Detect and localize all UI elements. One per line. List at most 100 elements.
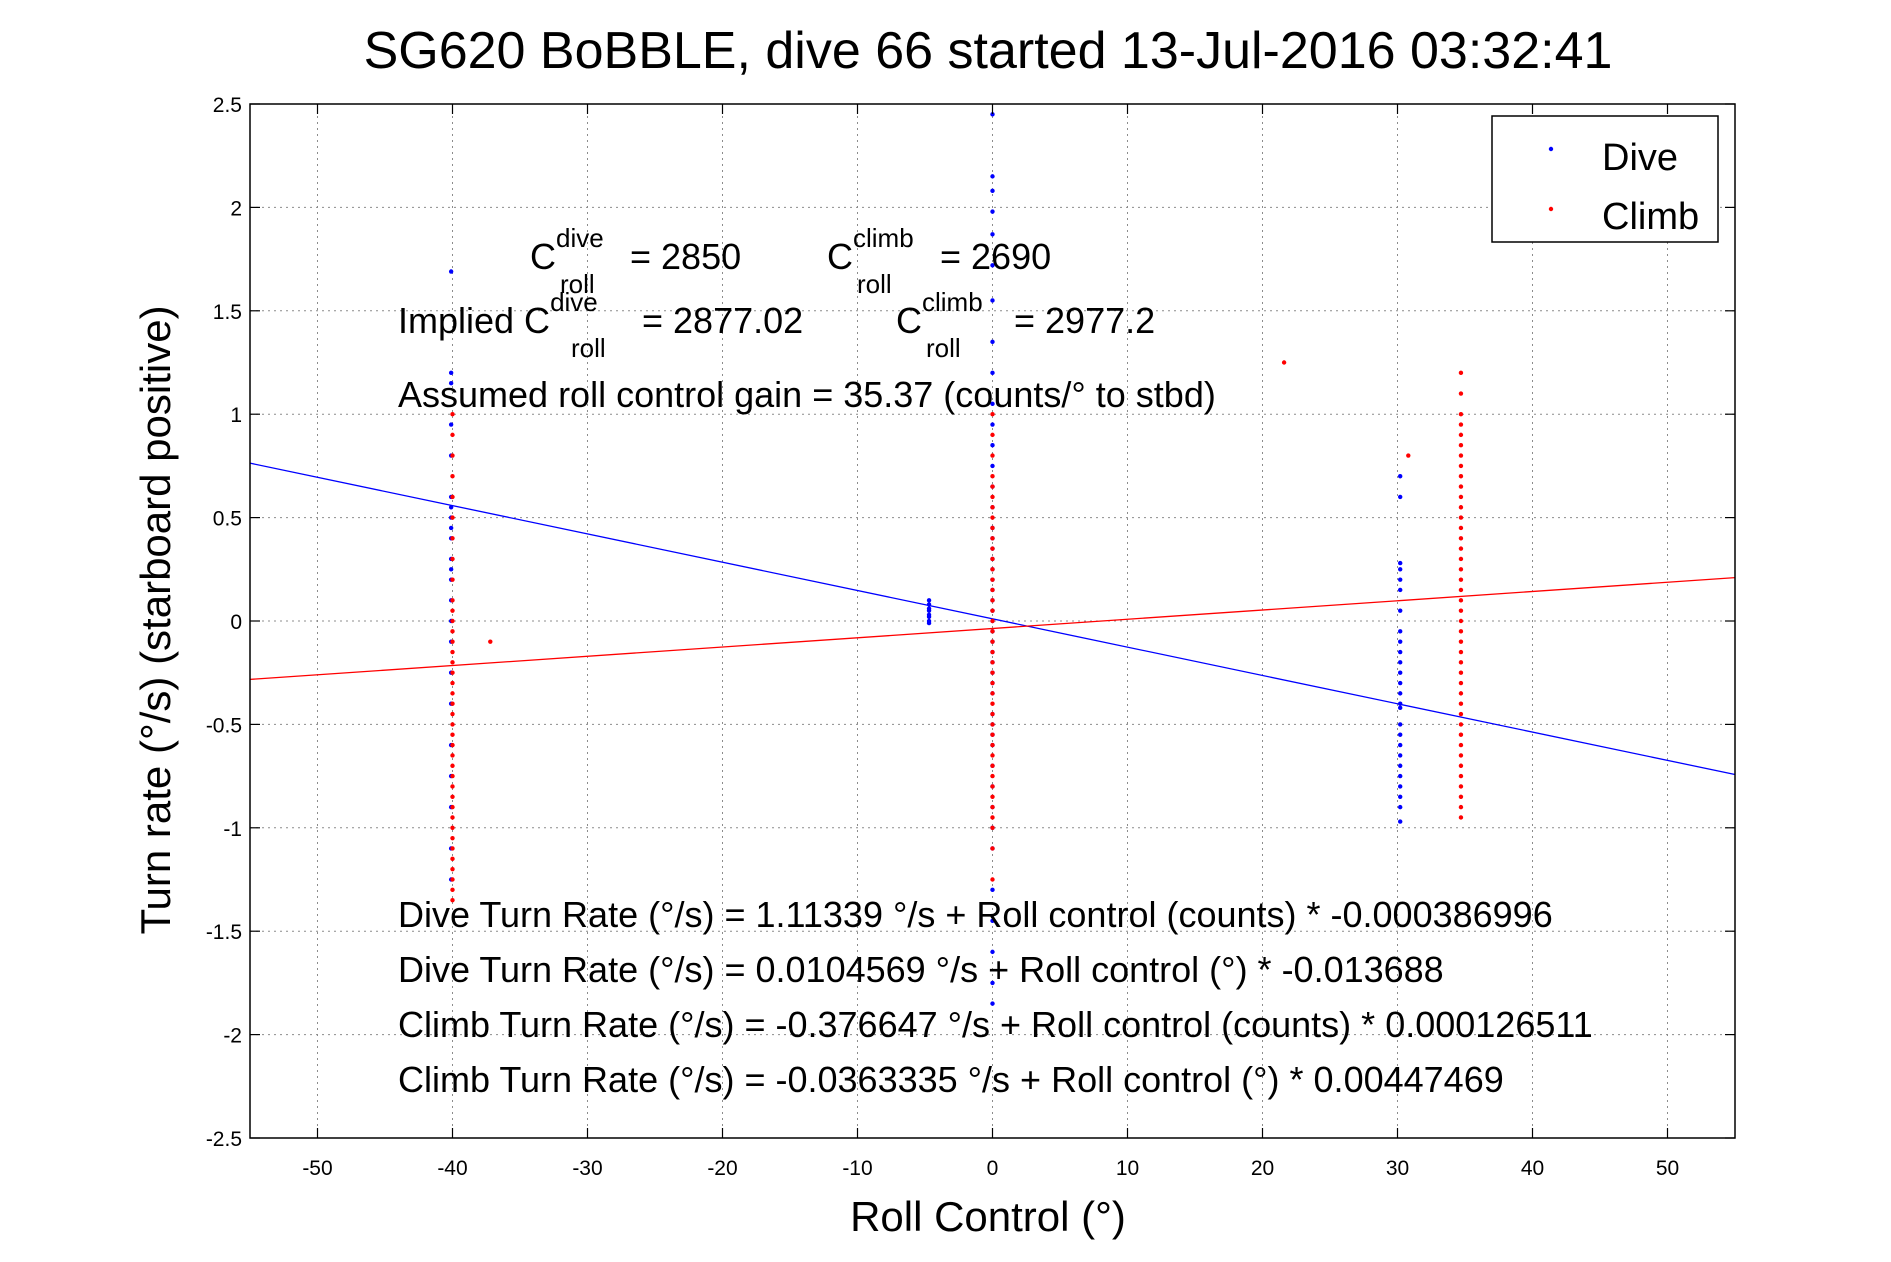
point-climb: [1458, 536, 1464, 541]
point-climb: [990, 608, 995, 613]
point-dive: [1398, 705, 1403, 711]
point-climb: [1458, 649, 1464, 655]
y-tick-label: 1.5: [213, 301, 242, 324]
x-tick-label: 40: [1521, 1157, 1544, 1180]
point-climb: [488, 639, 493, 644]
point-climb: [1458, 660, 1464, 665]
point-climb: [450, 711, 455, 717]
point-dive: [990, 887, 995, 893]
point-climb: [990, 680, 995, 686]
y-tick-label: 2: [230, 197, 242, 220]
point-climb: [990, 742, 995, 748]
annotation-implied-climb: Cclimb roll = 2977.2: [896, 287, 1155, 363]
x-tick-label: -30: [572, 1157, 602, 1180]
point-climb: [1458, 753, 1464, 758]
point-climb: [450, 618, 455, 624]
point-dive: [990, 232, 995, 237]
point-climb: [1458, 629, 1464, 634]
point-climb: [990, 722, 995, 727]
point-climb: [450, 701, 455, 706]
point-climb: [450, 866, 455, 872]
x-axis-label: Roll Control (°): [850, 1193, 1126, 1240]
c-dive-value: = 2850: [620, 236, 741, 277]
data-points: [448, 112, 1464, 1006]
point-climb: [450, 784, 455, 789]
fit-line-climb: [249, 576, 1736, 681]
point-climb: [1458, 412, 1464, 417]
implied-dive-prefix: Implied C: [398, 300, 550, 341]
c-climb-sub: roll: [857, 269, 892, 299]
legend-label-dive: Dive: [1602, 137, 1678, 179]
point-climb: [1458, 680, 1464, 686]
y-ticks: 2.5 2 1.5 1 0.5 0 -0.5 -1 -1.5 -2 -2.5: [206, 94, 1735, 1151]
point-climb: [1458, 815, 1464, 820]
point-dive: [448, 505, 454, 510]
annotation-gain: Assumed roll control gain = 35.37 (count…: [398, 374, 1216, 415]
point-climb: [450, 598, 455, 603]
point-dive: [1398, 732, 1403, 737]
point-climb: [1458, 453, 1464, 458]
point-climb: [990, 784, 995, 789]
point-climb: [450, 732, 455, 737]
point-climb: [990, 484, 995, 489]
point-dive: [1398, 587, 1403, 593]
point-climb: [1458, 525, 1464, 531]
point-climb: [1458, 722, 1464, 727]
point-climb: [450, 753, 455, 758]
point-dive: [926, 620, 932, 626]
point-climb: [1458, 794, 1464, 799]
point-dive: [990, 112, 995, 117]
point-dive: [1398, 567, 1403, 572]
legend-marker-dive: [1548, 146, 1554, 152]
point-climb: [450, 453, 455, 458]
point-dive: [1398, 784, 1403, 789]
point-climb: [450, 815, 455, 820]
annotation-c-climb: Cclimb roll = 2690: [827, 223, 1051, 299]
point-climb: [990, 639, 995, 644]
point-climb: [1458, 639, 1464, 644]
point-dive: [990, 401, 995, 407]
point-climb: [450, 536, 455, 541]
point-climb: [990, 567, 995, 572]
y-tick-label: -2: [223, 1025, 242, 1048]
equation-dive-degrees: Dive Turn Rate (°/s) = 0.0104569 °/s + R…: [398, 949, 1444, 990]
point-dive: [1398, 629, 1403, 634]
legend: Dive Climb: [1491, 115, 1719, 243]
point-climb: [990, 587, 995, 593]
point-climb: [1458, 484, 1464, 489]
point-climb: [450, 556, 455, 562]
point-climb: [450, 804, 455, 810]
point-dive: [990, 949, 995, 955]
point-climb: [990, 474, 995, 479]
point-climb: [1406, 453, 1411, 458]
point-dive: [990, 422, 995, 427]
point-dive: [1398, 649, 1403, 655]
y-tick-label: 2.5: [213, 94, 242, 117]
y-tick-label: 0.5: [213, 508, 242, 531]
implied-climb-sup: climb: [922, 287, 983, 317]
point-climb: [450, 887, 455, 893]
point-climb: [1458, 804, 1464, 810]
c-climb-prefix: C: [827, 236, 853, 277]
point-dive: [1398, 577, 1403, 582]
point-climb: [1458, 422, 1464, 427]
point-climb: [450, 794, 455, 799]
point-dive: [926, 602, 932, 607]
point-climb: [450, 474, 455, 479]
point-dive: [448, 370, 454, 376]
x-tick-label: 50: [1656, 1157, 1679, 1180]
point-dive: [448, 380, 454, 386]
point-dive: [990, 339, 995, 345]
point-climb: [450, 412, 455, 417]
point-climb: [990, 494, 995, 500]
point-climb: [450, 722, 455, 727]
point-climb: [1458, 598, 1464, 603]
point-dive: [448, 422, 454, 427]
implied-dive-sup: dive: [550, 287, 598, 317]
point-climb: [450, 877, 455, 882]
point-climb: [450, 608, 455, 613]
point-dive: [1398, 660, 1403, 665]
point-climb: [1458, 711, 1464, 717]
implied-climb-sub: roll: [926, 333, 961, 363]
c-dive-sub: roll: [560, 269, 595, 299]
